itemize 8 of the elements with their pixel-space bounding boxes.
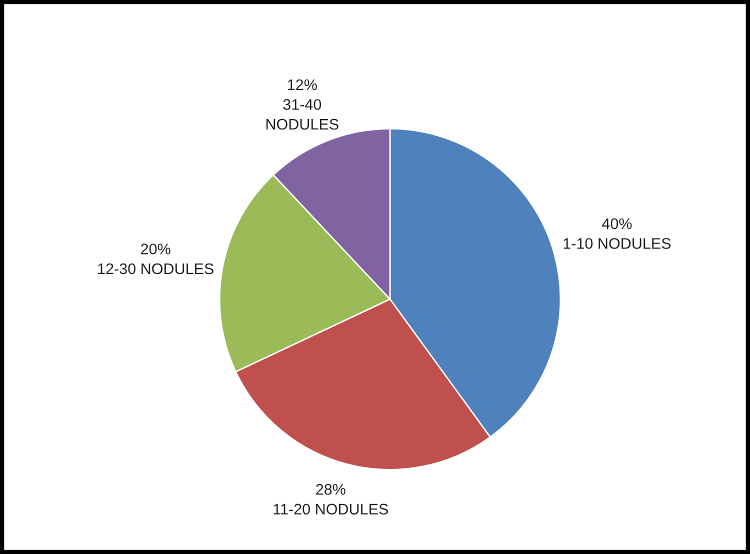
slice-label: 11-20 NODULES bbox=[274, 504, 388, 515]
slice-label: 12-30 NODULES bbox=[98, 263, 214, 274]
slice-label: 1-10 NODULES bbox=[564, 238, 671, 249]
slice-label: 31-40 NODULES bbox=[266, 99, 338, 130]
data-label: 28% bbox=[316, 484, 346, 495]
data-label: 40% bbox=[602, 218, 632, 230]
data-label: 20% bbox=[141, 244, 170, 254]
data-label: 12% bbox=[288, 79, 317, 90]
